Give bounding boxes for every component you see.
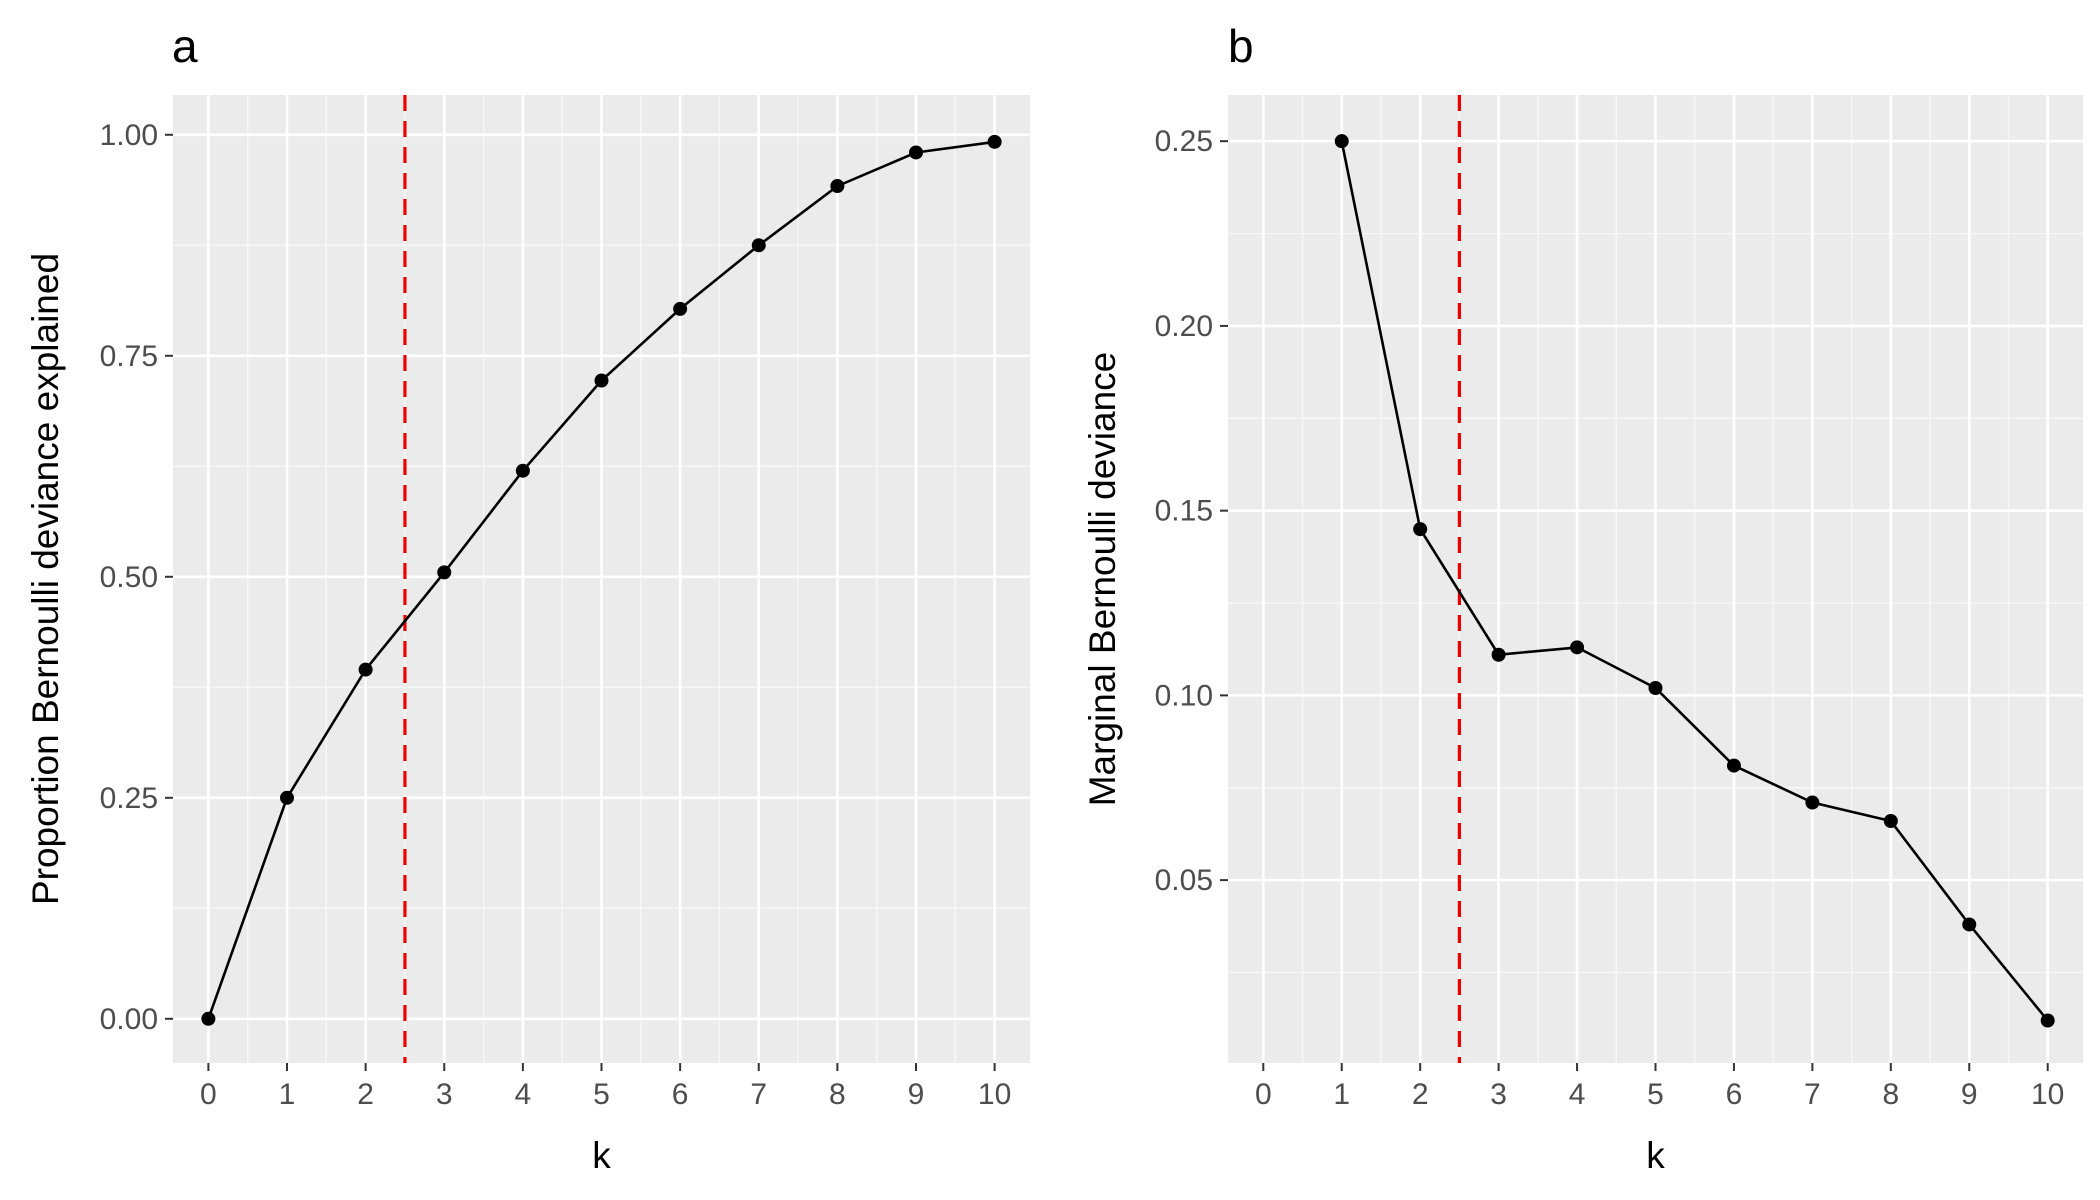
data-point	[201, 1011, 216, 1026]
data-point	[515, 463, 530, 478]
x-tick-label: 4	[515, 1078, 532, 1111]
x-tick-label: 9	[908, 1078, 925, 1111]
x-tick-label: 8	[1882, 1078, 1899, 1111]
data-point	[908, 145, 923, 160]
x-tick-label: 7	[1804, 1078, 1821, 1111]
x-tick-label: 10	[2031, 1078, 2064, 1111]
x-tick-label: 9	[1961, 1078, 1978, 1111]
x-tick-label: 6	[1726, 1078, 1743, 1111]
data-point	[1962, 917, 1977, 932]
y-tick-label: 0.10	[1155, 679, 1213, 712]
x-tick-label: 6	[672, 1078, 689, 1111]
x-tick-label: 8	[829, 1078, 846, 1111]
x-tick-label: 0	[1255, 1078, 1272, 1111]
chart-panel-a: 0 1 2 3 4 5 6 7 8 9 10 0.00 0.25 0.50 0.75 1.00 k Proport…	[25, 20, 1030, 1176]
data-point	[1648, 680, 1663, 695]
data-point	[594, 373, 609, 388]
data-point	[2040, 1013, 2055, 1028]
chart-panel-b: 0 1 2 3 4 5 6 7 8 9 10 0.05 0.10 0.15 0.20 0.25 k Margina…	[1082, 20, 2083, 1176]
y-axis-title: Marginal Bernoulli deviance	[1082, 352, 1123, 807]
y-tick-label: 0.75	[100, 340, 158, 373]
x-tick-label: 1	[279, 1078, 296, 1111]
x-tick-label: 3	[1490, 1078, 1507, 1111]
data-point	[280, 790, 295, 805]
data-point	[1570, 640, 1585, 655]
panel-label: a	[172, 20, 198, 72]
x-tick-label: 0	[200, 1078, 217, 1111]
panel-label: b	[1228, 20, 1254, 72]
x-tick-label: 5	[593, 1078, 610, 1111]
data-point	[1726, 758, 1741, 773]
y-tick-label: 1.00	[100, 119, 158, 152]
x-tick-label: 1	[1333, 1078, 1350, 1111]
x-tick-label: 3	[436, 1078, 453, 1111]
series-line	[1340, 140, 2049, 1022]
x-tick-label: 4	[1569, 1078, 1586, 1111]
data-point	[987, 134, 1002, 149]
data-point	[1491, 647, 1506, 662]
x-tick-label: 2	[357, 1078, 374, 1111]
y-tick-label: 0.15	[1155, 495, 1213, 528]
data-point	[673, 301, 688, 316]
data-point	[1334, 134, 1349, 149]
x-tick-label: 2	[1412, 1078, 1429, 1111]
y-tick-label: 0.50	[100, 561, 158, 594]
data-point	[1805, 795, 1820, 810]
y-tick-label: 0.25	[100, 782, 158, 815]
data-point	[1413, 522, 1428, 537]
data-point	[1883, 814, 1898, 828]
y-axis-title: Proportion Bernoulli deviance explained	[25, 253, 66, 905]
data-point	[751, 238, 766, 253]
y-tick-label: 0.05	[1155, 864, 1213, 897]
y-tick-label: 0.25	[1155, 125, 1213, 158]
data-point	[830, 179, 845, 194]
y-tick-label: 0.20	[1155, 310, 1213, 343]
x-tick-label: 10	[978, 1078, 1011, 1111]
y-tick-label: 0.00	[100, 1003, 158, 1036]
x-axis-title: k	[1646, 1135, 1665, 1176]
x-tick-label: 7	[750, 1078, 767, 1111]
data-point	[437, 565, 452, 580]
data-point	[358, 662, 373, 677]
x-tick-label: 5	[1647, 1078, 1664, 1111]
x-axis-title: k	[592, 1135, 611, 1176]
